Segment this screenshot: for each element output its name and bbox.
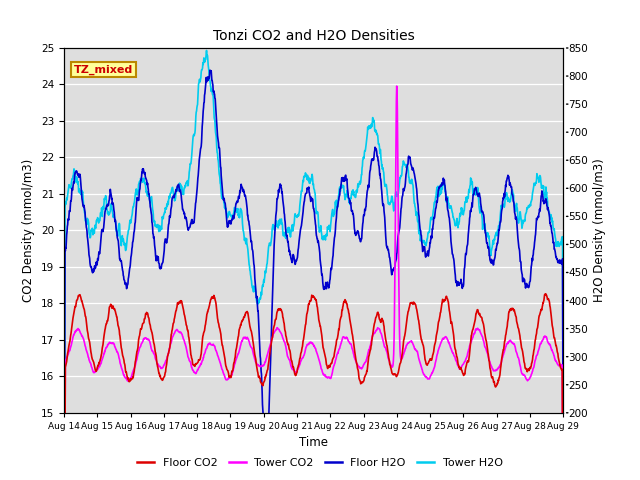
X-axis label: Time: Time	[299, 436, 328, 449]
Text: TZ_mixed: TZ_mixed	[74, 64, 133, 75]
Legend: Floor CO2, Tower CO2, Floor H2O, Tower H2O: Floor CO2, Tower CO2, Floor H2O, Tower H…	[133, 453, 507, 472]
Y-axis label: CO2 Density (mmol/m3): CO2 Density (mmol/m3)	[22, 159, 35, 302]
Title: Tonzi CO2 and H2O Densities: Tonzi CO2 and H2O Densities	[212, 29, 415, 43]
Y-axis label: H2O Density (mmol/m3): H2O Density (mmol/m3)	[593, 158, 606, 302]
